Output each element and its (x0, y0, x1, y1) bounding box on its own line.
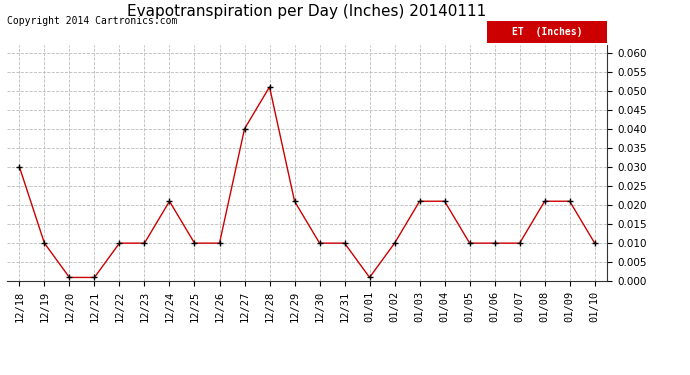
Title: Evapotranspiration per Day (Inches) 20140111: Evapotranspiration per Day (Inches) 2014… (128, 4, 486, 19)
Text: Copyright 2014 Cartronics.com: Copyright 2014 Cartronics.com (7, 16, 177, 26)
